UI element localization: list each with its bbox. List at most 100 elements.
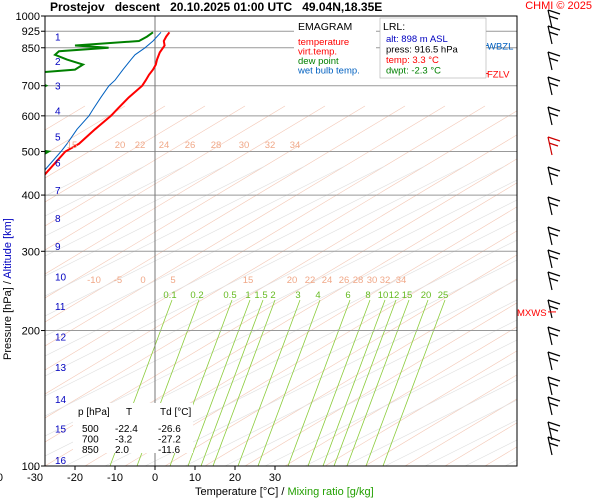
mixing-ratio-line: [346, 299, 410, 466]
mixing-ratio-label: 6: [345, 290, 350, 301]
mixing-ratio-line: [307, 299, 371, 466]
x-tick-label: -30: [27, 472, 43, 484]
wind-barb-flag: [547, 396, 561, 402]
wind-barb-shaft: [547, 76, 553, 96]
moist-adiabat: [144, 279, 517, 466]
moist-adiabat: [45, 165, 466, 377]
adiabat-label: -10: [87, 275, 101, 286]
wind-barb-flag: [548, 442, 559, 447]
x-tick-label: 10: [189, 472, 201, 484]
mixing-ratio-label: 3: [295, 290, 300, 301]
adiabat-label: 34: [396, 275, 407, 286]
x-tick-label: 30: [269, 472, 281, 484]
altitude-tick-label: 5: [55, 132, 61, 143]
table-header: Td [°C]: [160, 407, 191, 418]
wind-barb-flag: [547, 136, 561, 142]
table-cell: -22.4: [115, 424, 138, 435]
wind-barb-shaft: [547, 396, 553, 416]
table-header: T: [126, 407, 132, 418]
x-tick-label: -40: [0, 472, 3, 484]
wind-barb-shaft: [547, 226, 553, 246]
mixing-ratio-line: [237, 299, 301, 466]
moist-adiabat: [344, 379, 517, 466]
table-header: p [hPa]: [78, 407, 110, 418]
dry-adiabat: [45, 105, 166, 179]
dry-adiabat: [284, 326, 517, 466]
wind-barb-flag: [547, 271, 561, 277]
station-name: Prostejov: [50, 0, 105, 14]
sounding-kind: descent: [114, 0, 161, 14]
adiabat-label: 24: [159, 140, 170, 151]
legend-item: temperature: [298, 37, 349, 48]
mixing-ratio-line: [287, 299, 351, 466]
wind-barb-flag: [547, 351, 561, 357]
wind-barb-shaft: [547, 326, 553, 346]
legend-box: [294, 18, 376, 80]
mixing-ratio-line: [322, 299, 386, 466]
moist-adiabat: [45, 165, 426, 357]
wind-barb-flag: [547, 25, 561, 31]
moist-adiabat: [384, 399, 517, 466]
moist-adiabat: [104, 259, 517, 466]
wind-barb-flag: [548, 31, 559, 36]
moist-adiabat: [45, 165, 306, 297]
series-wet-bulb-temp: [45, 31, 162, 171]
wind-barb-flag: [548, 277, 559, 282]
wind-barb-shaft: [547, 51, 553, 71]
altitude-tick-label: 2: [55, 57, 61, 68]
wind-barb-shaft: [547, 106, 553, 126]
adiabat-label: 30: [239, 140, 250, 151]
mixing-ratio-line: [365, 299, 429, 466]
x-tick-label: -20: [67, 472, 83, 484]
series-temperature: [45, 31, 171, 176]
wind-barb-shaft: [547, 136, 553, 156]
mixing-ratio-line: [212, 299, 276, 466]
wind-barb-flag: [547, 166, 561, 172]
lrl-line: press: 916.5 hPa: [386, 45, 459, 56]
moist-adiabat: [45, 165, 506, 397]
mixing-ratio-label: 0.5: [223, 290, 236, 301]
table-cell: -11.6: [158, 445, 180, 456]
wind-barb-shaft: [547, 9, 553, 29]
mixing-ratio-label: 0.1: [163, 290, 176, 301]
pressure-tick-label: 700: [22, 81, 40, 93]
dry-adiabat: [124, 230, 517, 466]
dry-adiabat: [565, 106, 600, 466]
mixing-ratio-label: 25: [438, 290, 449, 301]
table-cell: 700: [82, 435, 99, 446]
altitude-tick-label: 11: [55, 302, 66, 313]
adiabat-label: 20: [115, 140, 126, 151]
dry-adiabat: [45, 105, 486, 371]
wind-barb-shaft: [547, 351, 553, 371]
mixing-ratio-label: 2: [270, 290, 275, 301]
wind-barb-shaft: [547, 25, 553, 45]
wind-barb-flag: [547, 249, 561, 255]
dry-adiabat: [404, 398, 517, 466]
wind-barb-shaft: [547, 271, 553, 291]
mixing-ratio-line: [257, 299, 321, 466]
adiabat-label: 32: [380, 275, 391, 286]
x-axis-label: Temperature [°C] / Mixing ratio [g/kg]: [195, 486, 374, 498]
altitude-tick-label: 16: [55, 456, 67, 467]
mixing-ratio-line: [382, 299, 446, 466]
mixing-ratio-label: 0.2: [190, 290, 203, 301]
level-label-wbzl: WBZL: [487, 41, 513, 52]
wind-barb-shaft: [547, 196, 553, 216]
moist-adiabat: [45, 165, 186, 237]
dry-adiabat: [364, 374, 517, 466]
legend-item: dew point: [298, 56, 339, 67]
wind-barb-shaft: [547, 249, 553, 269]
adiabat-label: 22: [135, 140, 146, 151]
moist-adiabat: [184, 299, 517, 466]
wind-barb-shaft: [547, 376, 553, 396]
wind-barb-flag: [548, 57, 559, 62]
wind-barb-flag: [547, 421, 561, 427]
pressure-tick-label: 300: [22, 246, 40, 258]
x-tick-label: 0: [152, 472, 158, 484]
level-label-fzlv: FZLV: [487, 70, 510, 81]
x-tick-label: -10: [107, 472, 123, 484]
wind-barb-shaft: [547, 436, 553, 456]
lrl-title: LRL:: [383, 21, 405, 33]
altitude-tick-label: 9: [55, 242, 61, 253]
mixing-ratio-line: [187, 299, 251, 466]
